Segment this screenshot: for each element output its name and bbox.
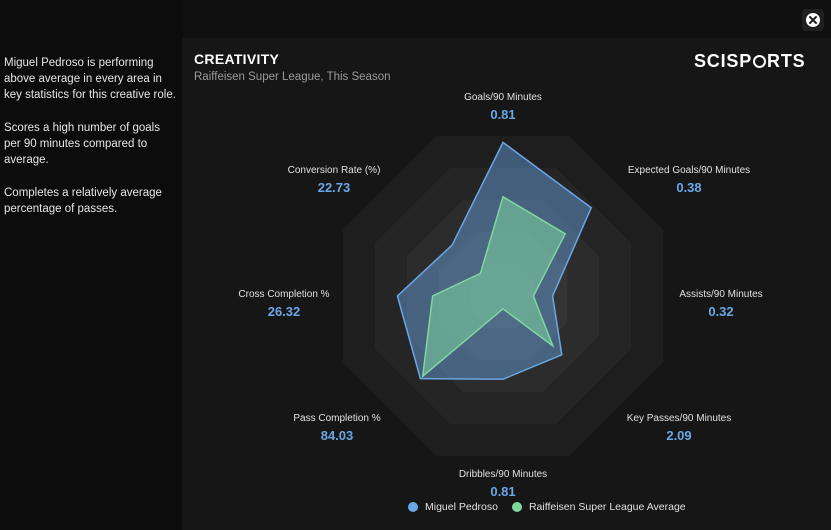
axis-label: Pass Completion %: [293, 413, 381, 424]
legend-label-average: Raiffeisen Super League Average: [528, 501, 686, 513]
axis-value: 22.73: [317, 180, 351, 195]
insight-text-3: Completes a relatively average percentag…: [4, 187, 162, 215]
axis-label: Goals/90 Minutes: [464, 92, 542, 103]
brand-logo: SCISP RTS: [694, 51, 805, 72]
insight-panel: Miguel Pedroso is performing above avera…: [0, 0, 182, 530]
axis-label: Key Passes/90 Minutes: [626, 413, 732, 424]
axis-value: 0.81: [490, 107, 516, 122]
legend-item-player[interactable]: Miguel Pedroso: [408, 501, 498, 513]
average-area: [421, 195, 567, 379]
axis-label: Conversion Rate (%): [287, 165, 381, 176]
ball-icon: [753, 55, 767, 68]
axis-value: 26.32: [267, 304, 301, 319]
close-button[interactable]: [802, 9, 824, 31]
insight-text-2: Scores a high number of goals per 90 min…: [4, 122, 160, 166]
player-dot-icon: [408, 502, 418, 512]
average-dot-icon: [511, 502, 522, 512]
legend: Miguel Pedroso Raiffeisen Super League A…: [408, 501, 700, 513]
axis-value: 0.81: [490, 484, 516, 499]
axis-value: 0.32: [708, 304, 734, 319]
axis-label: Expected Goals/90 Minutes: [627, 165, 751, 176]
brand-text-right: RTS: [767, 51, 806, 71]
legend-label-player: Miguel Pedroso: [425, 501, 498, 513]
insight-text-1: Miguel Pedroso is performing above avera…: [4, 57, 176, 101]
chart-title: CREATIVITY: [194, 51, 280, 67]
axis-label: Assists/90 Minutes: [679, 289, 763, 300]
axis-label: Dribbles/90 Minutes: [458, 469, 548, 480]
axis-label: Cross Completion %: [238, 289, 330, 300]
legend-item-average[interactable]: Raiffeisen Super League Average: [511, 501, 686, 513]
axis-value: 0.38: [676, 180, 702, 195]
chart-subtitle: Raiffeisen Super League, This Season: [194, 71, 391, 83]
brand-text-left: SCISP: [694, 51, 753, 71]
axis-value: 84.03: [320, 428, 354, 443]
close-icon: [806, 13, 820, 27]
axis-value: 2.09: [666, 428, 692, 443]
